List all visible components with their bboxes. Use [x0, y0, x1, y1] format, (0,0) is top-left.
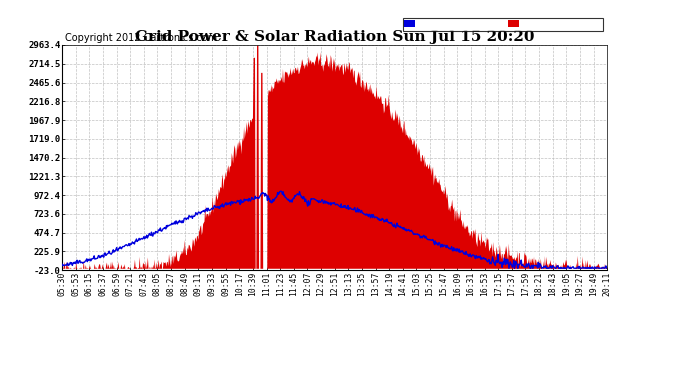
Legend: Radiation (w/m2), Grid (AC Watts): Radiation (w/m2), Grid (AC Watts) [403, 18, 602, 31]
Text: Copyright 2012 Cartronics.com: Copyright 2012 Cartronics.com [65, 33, 217, 43]
Title: Grid Power & Solar Radiation Sun Jul 15 20:20: Grid Power & Solar Radiation Sun Jul 15 … [135, 30, 534, 44]
